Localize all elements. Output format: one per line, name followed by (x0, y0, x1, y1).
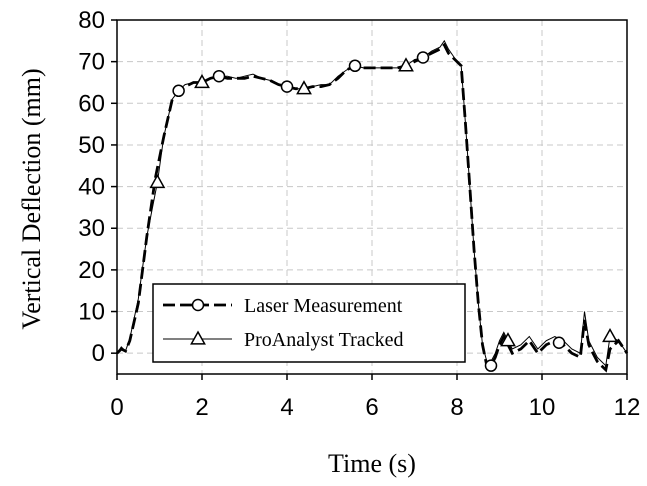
series-layer (116, 39, 629, 373)
y-tick-label: 70 (78, 49, 105, 76)
y-tick-label: 0 (92, 340, 105, 367)
marker-circle (552, 336, 566, 350)
x-tick-label: 0 (110, 394, 123, 421)
x-tick-label: 2 (195, 394, 208, 421)
y-tick-label: 30 (78, 215, 105, 242)
legend-marker-circle (191, 298, 205, 312)
x-tick-label: 12 (614, 394, 641, 421)
legend-entry-laser: Laser Measurement (163, 295, 403, 317)
marker-triangle (500, 332, 516, 347)
x-tick-label: 6 (365, 394, 378, 421)
y-tick-label: 20 (78, 257, 105, 284)
x-tick-label: 10 (529, 394, 556, 421)
y-tick-label: 50 (78, 132, 105, 159)
y-tick-label: 40 (78, 174, 105, 201)
x-axis-title: Time (s) (328, 449, 416, 478)
legend-label-proanalyst: ProAnalyst Tracked (244, 329, 403, 351)
marker-circle (212, 69, 226, 83)
marker-triangle (149, 173, 166, 189)
marker-triangle (602, 327, 618, 343)
marker-triangle (398, 57, 414, 72)
y-axis-title: Vertical Deflection (mm) (17, 68, 46, 329)
marker-circle (348, 59, 362, 73)
x-tick-label: 4 (280, 394, 293, 421)
x-axis: 0 2 4 6 8 10 12 (110, 374, 640, 421)
marker-circle (484, 359, 498, 372)
marker-circle (416, 51, 430, 64)
legend-marker-triangle (190, 330, 206, 345)
legend: Laser Measurement ProAnalyst Tracked (152, 283, 466, 363)
legend-entry-proanalyst: ProAnalyst Tracked (163, 329, 403, 351)
marker-circle (172, 84, 185, 98)
x-tick-label: 8 (450, 394, 463, 421)
marker-circle (280, 80, 294, 93)
marker-triangle (296, 80, 312, 95)
y-axis: 0 10 20 30 40 50 60 70 80 (78, 7, 117, 367)
marker-triangle (194, 73, 210, 89)
y-tick-label: 10 (78, 299, 105, 326)
legend-box (152, 283, 466, 363)
y-tick-label: 60 (78, 90, 105, 117)
legend-label-laser: Laser Measurement (244, 295, 403, 317)
y-tick-label: 80 (78, 7, 105, 34)
